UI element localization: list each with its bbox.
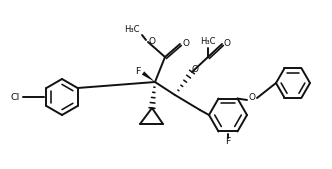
Text: Cl: Cl xyxy=(10,92,20,102)
Text: H₃C: H₃C xyxy=(200,38,216,46)
Text: O: O xyxy=(183,40,190,49)
Text: F: F xyxy=(135,67,141,77)
Text: H₃C: H₃C xyxy=(124,26,140,34)
Text: O: O xyxy=(223,40,230,49)
Polygon shape xyxy=(142,71,155,82)
Text: F: F xyxy=(225,137,231,146)
Text: O: O xyxy=(192,65,199,74)
Text: O: O xyxy=(248,93,256,103)
Text: O: O xyxy=(148,37,155,45)
